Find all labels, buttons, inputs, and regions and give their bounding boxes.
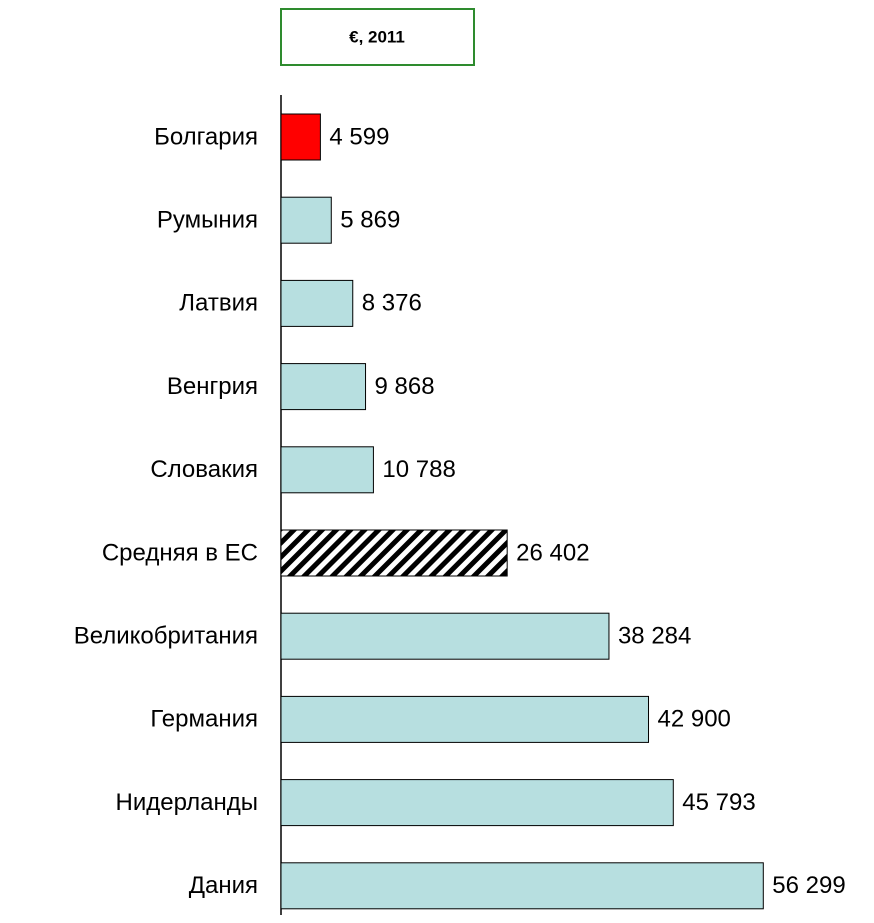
value-label: 9 868	[375, 373, 435, 400]
value-label: 56 299	[772, 872, 845, 899]
value-label: 42 900	[658, 706, 731, 733]
category-label: Венгрия	[167, 373, 258, 400]
category-label: Дания	[189, 872, 258, 899]
value-label: 4 599	[329, 123, 389, 150]
category-label: Германия	[150, 706, 258, 733]
bar	[280, 446, 374, 494]
bar	[280, 113, 321, 161]
category-label: Румыния	[157, 207, 258, 234]
value-label: 5 869	[340, 207, 400, 234]
bar	[280, 196, 332, 244]
category-label: Нидерланды	[116, 789, 258, 816]
category-label: Латвия	[179, 290, 258, 317]
bar	[280, 279, 354, 327]
bar	[280, 529, 508, 577]
bar	[280, 862, 764, 910]
chart-title: €, 2011	[349, 27, 405, 46]
category-label: Словакия	[150, 456, 258, 483]
value-label: 8 376	[362, 290, 422, 317]
bar	[280, 363, 367, 411]
bar	[280, 779, 674, 827]
category-label: Великобритания	[74, 623, 258, 650]
bar	[280, 695, 650, 743]
title-box	[280, 8, 475, 66]
value-label: 38 284	[618, 623, 691, 650]
value-label: 45 793	[682, 789, 755, 816]
category-label: Средняя в ЕС	[102, 539, 258, 566]
bar	[280, 612, 610, 660]
category-label: Болгария	[154, 123, 258, 150]
value-label: 10 788	[382, 456, 455, 483]
value-label: 26 402	[516, 539, 589, 566]
